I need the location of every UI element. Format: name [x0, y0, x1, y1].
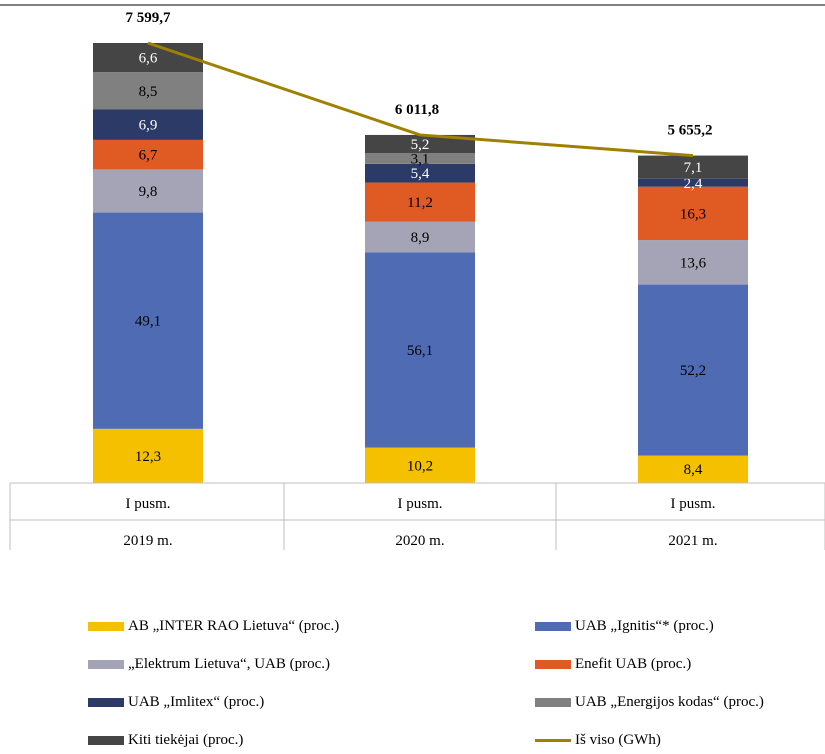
segment-value-label: 3,1 — [411, 151, 430, 167]
category-label-year: 2021 m. — [668, 533, 717, 549]
total-value-label: 5 655,2 — [668, 123, 713, 139]
segment-value-label: 6,7 — [139, 148, 158, 164]
legend-swatch — [535, 660, 571, 669]
segment-value-label: 6,9 — [139, 118, 158, 134]
bar-segment — [365, 163, 475, 183]
total-line — [147, 41, 694, 158]
legend-swatch — [535, 622, 571, 631]
legend-swatch — [88, 698, 124, 707]
legend-label: Kiti tiekėjai (proc.) — [128, 732, 244, 748]
segment-value-label: 10,2 — [407, 458, 433, 474]
legend-label: Iš viso (GWh) — [575, 732, 661, 748]
segment-value-label: 6,6 — [139, 51, 158, 67]
bar-segment — [638, 178, 748, 187]
legend-label: Enefit UAB (proc.) — [575, 656, 692, 672]
legend-item: „Elektrum Lietuva“, UAB (proc.) — [88, 656, 330, 673]
category-label-period: I pusm. — [126, 496, 171, 512]
legend-label: UAB „Energijos kodas“ (proc.) — [575, 694, 764, 710]
legend-swatch — [535, 698, 571, 707]
legend-label: AB „INTER RAO Lietuva“ (proc.) — [128, 618, 340, 634]
bar-segment — [365, 221, 475, 253]
bar-segment — [93, 43, 203, 73]
bar-segment — [638, 240, 748, 285]
legend-item: UAB „Imlitex“ (proc.) — [88, 694, 264, 711]
segment-value-label: 13,6 — [680, 255, 707, 271]
legend-item: Enefit UAB (proc.) — [535, 656, 691, 673]
segment-value-label: 9,8 — [139, 184, 158, 200]
category-label-period: I pusm. — [671, 496, 716, 512]
legend-swatch — [88, 622, 124, 631]
bar-segment — [638, 186, 748, 241]
segment-value-label: 52,2 — [680, 363, 706, 379]
legend-swatch — [88, 660, 124, 669]
bar-segment — [638, 284, 748, 456]
legend-swatch — [88, 736, 124, 745]
segment-value-label: 56,1 — [407, 343, 433, 359]
bar-segment — [93, 139, 203, 170]
legend-item: UAB „Ignitis“* (proc.) — [535, 618, 714, 635]
total-value-label: 6 011,8 — [395, 102, 439, 118]
legend: AB „INTER RAO Lietuva“ (proc.) UAB „Ignit… — [0, 610, 825, 754]
bar-segment — [93, 72, 203, 110]
category-label-year: 2020 m. — [395, 533, 444, 549]
total-value-label: 7 599,7 — [126, 10, 172, 26]
bar-segment — [93, 169, 203, 213]
bar-segment — [365, 134, 475, 154]
bar-segment — [93, 428, 203, 483]
bar-segment — [365, 153, 475, 164]
segment-value-label: 7,1 — [684, 160, 703, 176]
category-axis: I pusm. 2019 m. I pusm. 2020 m. I pusm. 2021 … — [9, 482, 825, 550]
segment-value-label: 5,4 — [411, 166, 430, 182]
segment-value-label: 8,9 — [411, 230, 430, 246]
bar-segment — [365, 182, 475, 222]
bar-segment — [638, 455, 748, 483]
category-label-period: I pusm. — [398, 496, 443, 512]
bar-segment — [365, 447, 475, 483]
stacked-bar-chart: 12,3 49,1 9,8 6,7 6,9 8,5 6,6 10,2 56,1 8,9 11,2 5,… — [0, 4, 825, 550]
legend-line-swatch — [535, 739, 571, 742]
legend-item: Kiti tiekėjai (proc.) — [88, 732, 243, 749]
segment-value-label: 16,3 — [680, 206, 706, 222]
segment-value-label: 49,1 — [135, 314, 161, 330]
bar-segment — [93, 212, 203, 429]
bar-segment — [93, 109, 203, 140]
legend-label: UAB „Ignitis“* (proc.) — [575, 618, 714, 634]
segment-value-label: 12,3 — [135, 449, 161, 465]
legend-label: UAB „Imlitex“ (proc.) — [128, 694, 265, 710]
segment-value-label: 8,4 — [684, 462, 703, 478]
total-line-group: 7 599,7 6 011,8 5 655,2 — [126, 10, 713, 158]
legend-item-total: Iš viso (GWh) — [535, 732, 661, 749]
segment-value-label: 5,2 — [411, 137, 430, 153]
category-label-year: 2019 m. — [123, 533, 172, 549]
legend-item: AB „INTER RAO Lietuva“ (proc.) — [88, 618, 339, 635]
segment-value-label: 8,5 — [139, 84, 158, 100]
segment-value-label: 11,2 — [407, 195, 433, 211]
legend-item: UAB „Energijos kodas“ (proc.) — [535, 694, 764, 711]
legend-label: „Elektrum Lietuva“, UAB (proc.) — [128, 656, 331, 672]
bars-group: 12,3 49,1 9,8 6,7 6,9 8,5 6,6 10,2 56,1 8,9 11,2 5,… — [93, 43, 748, 483]
bar-segment — [365, 252, 475, 448]
segment-value-label: 2,4 — [684, 176, 703, 192]
bar-segment — [638, 155, 748, 179]
